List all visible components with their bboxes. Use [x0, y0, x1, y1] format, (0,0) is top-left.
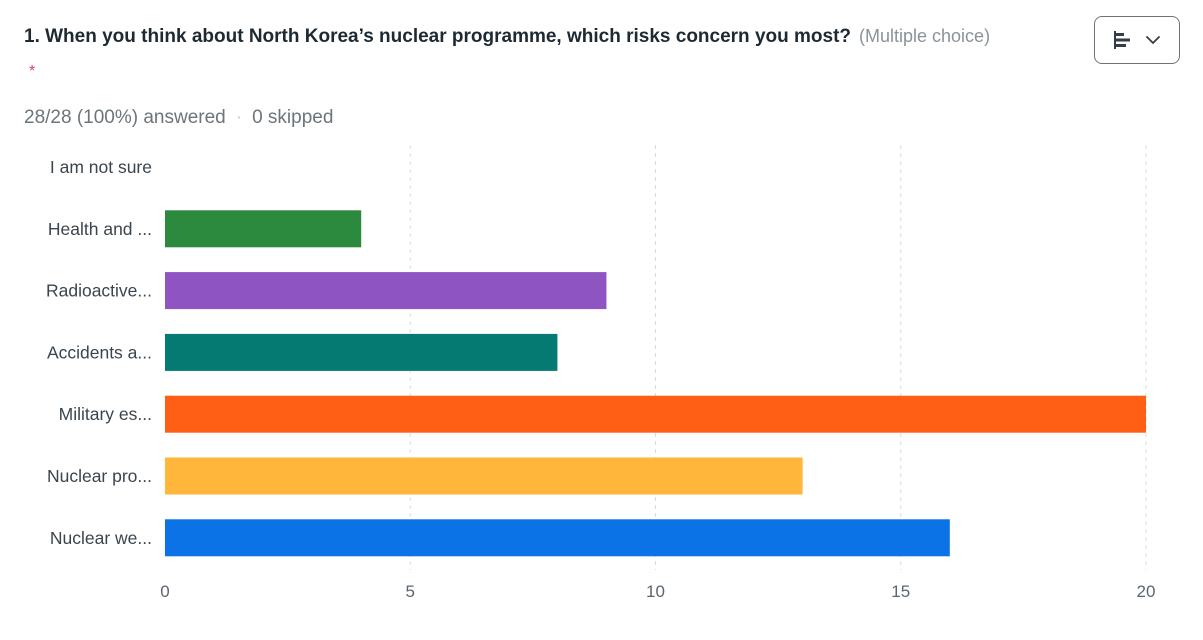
chart-view-dropdown-button[interactable]	[1094, 16, 1180, 64]
bar[interactable]	[165, 519, 950, 557]
category-label: Radioactive...	[46, 281, 152, 301]
skipped-count: 0 skipped	[252, 107, 334, 128]
bar[interactable]	[165, 395, 1146, 433]
category-label: Nuclear we...	[50, 528, 152, 548]
question-title: 1. When you think about North Korea’s nu…	[24, 26, 852, 47]
x-tick-label: 20	[1137, 582, 1156, 601]
bar-chart-icon	[1113, 31, 1133, 49]
x-tick-label: 15	[891, 582, 910, 601]
stats-separator: ·	[235, 107, 243, 128]
category-label: Nuclear pro...	[47, 466, 152, 486]
bar[interactable]	[165, 333, 558, 371]
response-stats: 28/28 (100%) answered · 0 skipped	[24, 107, 333, 129]
bar[interactable]	[165, 457, 803, 495]
x-tick-label: 10	[646, 582, 665, 601]
chevron-down-icon	[1145, 35, 1161, 45]
x-tick-label: 0	[160, 582, 169, 601]
required-marker: *	[29, 63, 36, 80]
category-label: Accidents a...	[47, 342, 152, 362]
x-tick-label: 5	[406, 582, 415, 601]
question-header: 1. When you think about North Korea’s nu…	[24, 26, 1084, 48]
category-label: I am not sure	[50, 157, 152, 177]
category-label: Military es...	[59, 404, 152, 424]
category-label: Health and ...	[48, 219, 152, 239]
bar[interactable]	[165, 272, 607, 310]
question-type-note: (Multiple choice)	[859, 26, 991, 46]
bar-chart: 0 5 10 15 20 I am not sure Health and ... Radio…	[46, 145, 1156, 601]
bar[interactable]	[165, 210, 362, 248]
answered-count: 28/28 (100%) answered	[24, 107, 226, 128]
